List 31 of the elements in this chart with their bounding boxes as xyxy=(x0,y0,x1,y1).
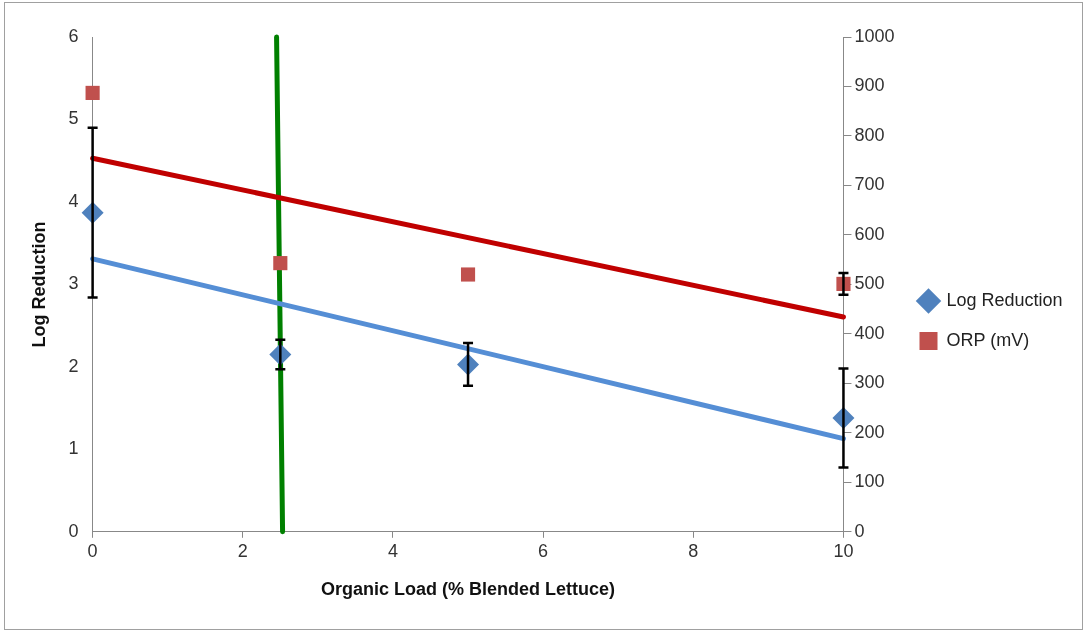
y2-tick-label: 0 xyxy=(854,520,865,541)
y2-tick-label: 800 xyxy=(854,124,885,145)
y2-tick-label: 100 xyxy=(854,471,885,492)
x-tick-label: 8 xyxy=(688,540,699,561)
legend-label: ORP (mV) xyxy=(946,329,1030,350)
point xyxy=(85,85,100,100)
y-axis-title: Log Reduction xyxy=(28,221,49,348)
x-tick-label: 6 xyxy=(538,540,549,561)
y2-tick-label: 700 xyxy=(854,174,885,195)
y-tick-label: 2 xyxy=(68,355,79,376)
y2-tick-label: 900 xyxy=(854,75,885,96)
x-tick-label: 0 xyxy=(87,540,98,561)
y-tick-label: 4 xyxy=(68,190,79,211)
y-tick-label: 5 xyxy=(68,108,79,129)
y2-tick-label: 400 xyxy=(854,322,885,343)
x-tick-label: 10 xyxy=(833,540,854,561)
y-tick-label: 1 xyxy=(68,438,79,459)
y-tick-label: 3 xyxy=(68,273,79,294)
y2-tick-label: 200 xyxy=(854,421,885,442)
y2-tick-label: 500 xyxy=(854,273,885,294)
y-tick-label: 6 xyxy=(68,25,79,46)
point xyxy=(273,256,288,271)
point xyxy=(460,267,476,282)
legend-label: Log Reduction xyxy=(946,289,1063,310)
y-tick-label: 0 xyxy=(68,520,79,541)
y2-tick-label: 1000 xyxy=(854,25,895,46)
y2-tick-label: 300 xyxy=(854,372,885,393)
x-tick-label: 4 xyxy=(387,540,398,561)
x-tick-label: 2 xyxy=(237,540,248,561)
y2-tick-label: 600 xyxy=(854,223,885,244)
x-axis-title: Organic Load (% Blended Lettuce) xyxy=(321,579,616,600)
